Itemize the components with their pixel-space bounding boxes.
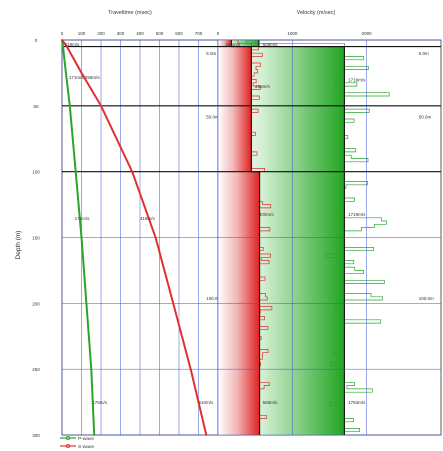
data-point [61, 39, 63, 41]
data-point [93, 434, 96, 436]
annotation-label: 510m/s [199, 400, 215, 405]
x-tick-label: 500 [156, 31, 164, 36]
annotation-label: 171m/s 258m/s [69, 75, 101, 80]
annotation-label: 400m/s [259, 212, 275, 217]
data-point [80, 236, 83, 239]
data-point [80, 72, 83, 74]
annotation-label: 100.0m [419, 296, 434, 301]
annotation-label: 100.0m [206, 296, 221, 301]
data-point [100, 104, 102, 107]
annotation-label: 608m/s [263, 42, 279, 47]
y-tick-label: 50 [33, 104, 39, 109]
chart2-title: Velocity (m/sec) [297, 10, 336, 16]
annotation-label: 235m/s [225, 42, 241, 47]
annotation-label: 171m/s [75, 216, 91, 221]
x-tick-label: 600 [175, 31, 183, 36]
annotation-label: 1719m/s [348, 212, 366, 217]
chart1-title: Traveltime (msec) [108, 10, 152, 16]
x-tick-label: 0 [217, 31, 220, 36]
data-point [205, 434, 208, 436]
annotation-label: 5.0m [419, 51, 429, 56]
y-tick-label: 100 [32, 170, 40, 175]
data-point [62, 45, 64, 48]
annotation-label: 50.0m [206, 114, 219, 119]
legend-label-p-wave: P-wave [78, 436, 94, 442]
y-tick-label: 0 [35, 38, 38, 43]
vp-model-line [258, 40, 345, 435]
velocity-panel: 0 1000 2000 235m/s 608m/s 5.0m 258m/s 1719m/s 50… [217, 31, 442, 436]
annotation-label: 1719m/s [348, 78, 366, 83]
legend-label-s-wave: S-wave [78, 444, 94, 450]
annotation-label: 118m/s [65, 42, 80, 47]
annotation-label: 50.0m [419, 114, 432, 119]
vs-band [218, 105, 252, 172]
annotation-label: 5.0m [206, 51, 216, 56]
x-tick-label: 100 [78, 31, 86, 36]
annotation-label: 558m/s [263, 400, 279, 405]
x-tick-label: 200 [97, 31, 105, 36]
annotation-label: 175m/s [92, 400, 108, 405]
annotation-label: 1753m/s [348, 400, 366, 405]
data-point [65, 72, 67, 74]
data-point [90, 368, 93, 371]
data-point [65, 45, 68, 48]
x-tick-label: 0 [61, 31, 64, 36]
x-tick-label: 1000 [287, 31, 298, 36]
x-tick-label: 700 [195, 31, 203, 36]
data-point [68, 104, 71, 107]
data-point [74, 170, 77, 173]
traveltime-panel: 0 100 200 300 400 500 600 700 0 50 100 150 200 250 300… [32, 31, 221, 438]
y-tick-label: 300 [32, 433, 40, 438]
x-tick-label: 400 [136, 31, 144, 36]
legend: P-wave S-wave [60, 435, 94, 450]
annotation-label: 418m/s [140, 216, 156, 221]
data-point [172, 302, 175, 305]
x-tick-label: 2000 [362, 31, 373, 36]
y-tick-label: 250 [32, 367, 40, 372]
data-point [85, 302, 88, 305]
y-tick-label: 200 [32, 301, 40, 306]
vs-band [218, 40, 232, 47]
data-point [131, 170, 134, 173]
x-tick-label: 300 [117, 31, 125, 36]
y-axis-label: Depth (m) [15, 231, 22, 260]
y-tick-label: 150 [32, 236, 40, 241]
vs-band [218, 46, 252, 106]
data-point [154, 236, 157, 239]
annotation-label: 258m/s [255, 84, 271, 89]
data-point [189, 368, 192, 371]
